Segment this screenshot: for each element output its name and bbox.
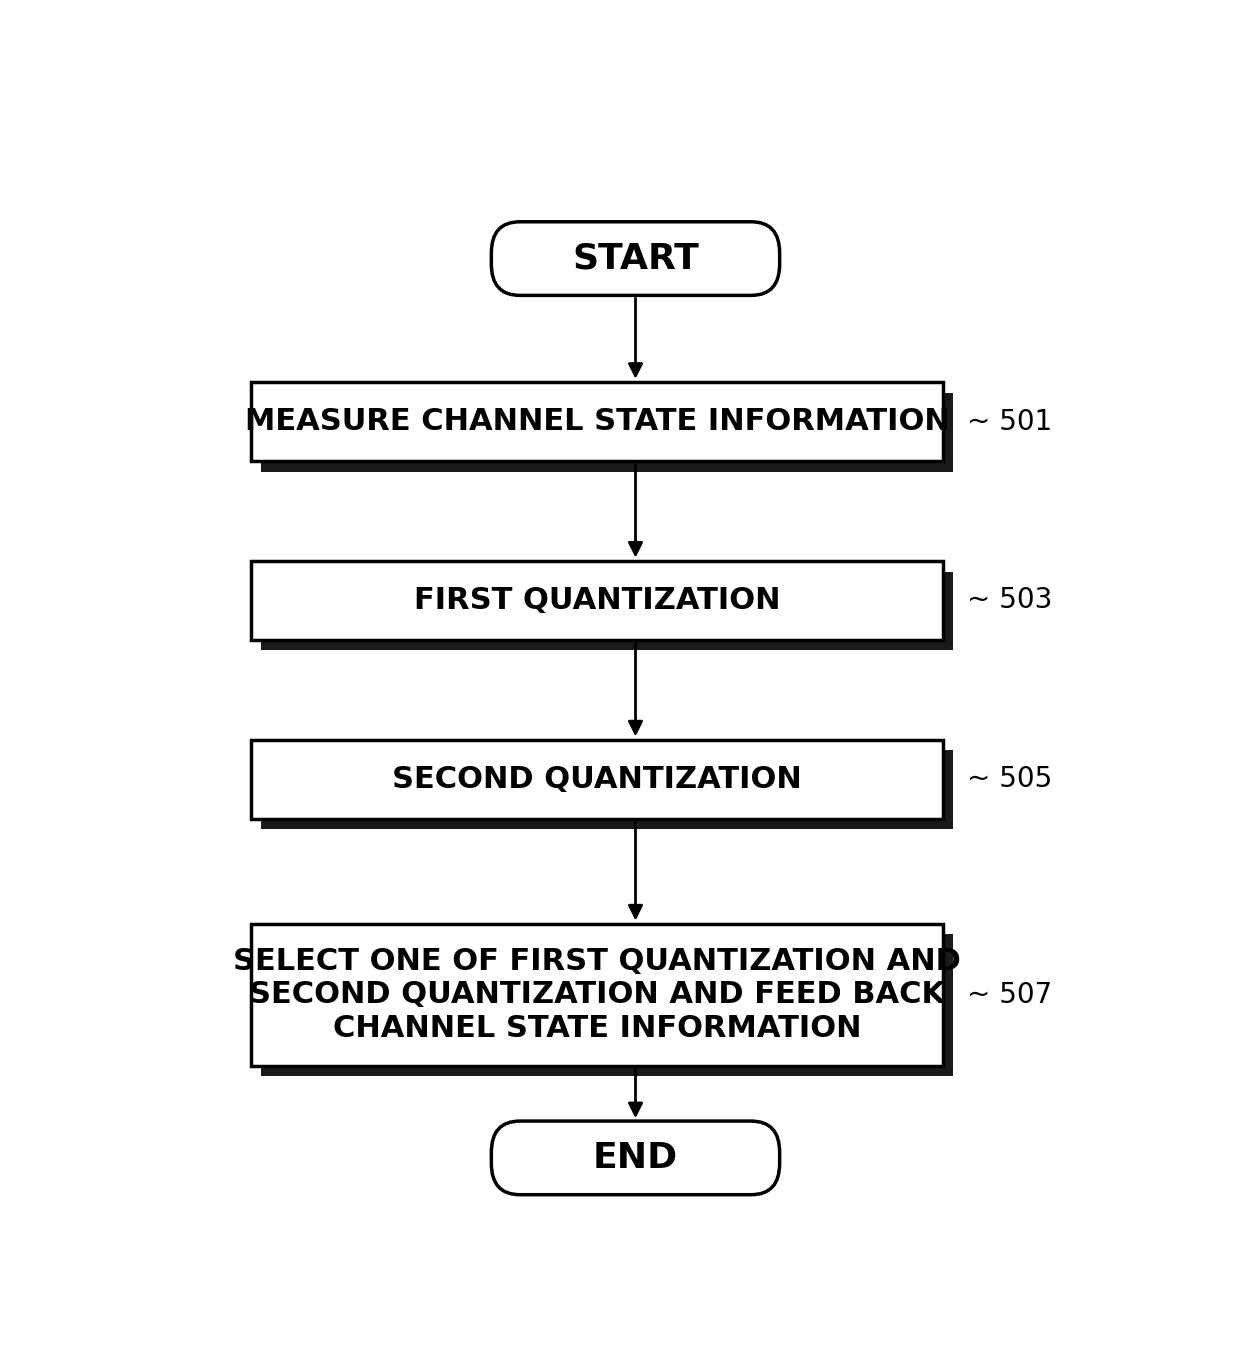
FancyBboxPatch shape (260, 392, 952, 471)
Text: ~ 507: ~ 507 (967, 981, 1053, 1009)
Text: MEASURE CHANNEL STATE INFORMATION: MEASURE CHANNEL STATE INFORMATION (244, 407, 950, 436)
FancyBboxPatch shape (491, 1121, 780, 1195)
FancyBboxPatch shape (260, 750, 952, 829)
FancyBboxPatch shape (260, 571, 952, 650)
Text: ~ 501: ~ 501 (967, 407, 1053, 436)
Text: SECOND QUANTIZATION: SECOND QUANTIZATION (392, 765, 802, 794)
FancyBboxPatch shape (250, 740, 944, 818)
FancyBboxPatch shape (250, 561, 944, 639)
Text: FIRST QUANTIZATION: FIRST QUANTIZATION (414, 586, 780, 615)
Text: ~ 503: ~ 503 (967, 586, 1053, 615)
FancyBboxPatch shape (260, 934, 952, 1076)
FancyBboxPatch shape (250, 382, 944, 462)
FancyBboxPatch shape (491, 221, 780, 295)
FancyBboxPatch shape (250, 923, 944, 1065)
Text: ~ 505: ~ 505 (967, 765, 1053, 794)
Text: START: START (572, 242, 699, 276)
Text: END: END (593, 1141, 678, 1175)
Text: SELECT ONE OF FIRST QUANTIZATION AND
SECOND QUANTIZATION AND FEED BACK
CHANNEL S: SELECT ONE OF FIRST QUANTIZATION AND SEC… (233, 947, 961, 1044)
